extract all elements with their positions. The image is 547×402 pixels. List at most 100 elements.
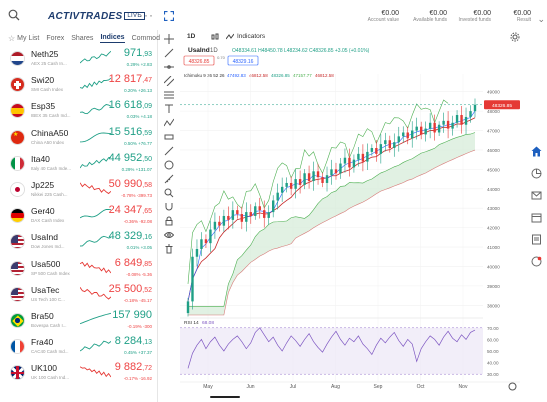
candle-body xyxy=(213,221,217,230)
candle-body xyxy=(393,142,396,149)
instrument-row-usaind[interactable]: UsaInd Dow Jones Ind... 48 329,16 0.01% +3.… xyxy=(0,229,158,255)
instrument-description: Bovespa Cash I... xyxy=(31,323,67,328)
candle-body xyxy=(186,301,190,314)
bid-box xyxy=(183,55,215,66)
instrument-change: 0.03% +4.18 xyxy=(126,114,152,120)
instrument-row-bra50[interactable]: Bra50 Bovespa Cash I... 157 990 -0.19% -300 xyxy=(0,308,158,334)
eye-icon[interactable] xyxy=(164,230,174,240)
chart-canvas[interactable]: UsaInd 1D O48334.61 H48450.78 L48234.62 C4… xyxy=(180,30,520,402)
search-icon[interactable] xyxy=(8,9,20,21)
rsi-tick-label: 30.00 xyxy=(487,372,499,377)
candle-body xyxy=(402,132,405,137)
indicators-icon[interactable] xyxy=(226,33,234,41)
reset-zoom-icon[interactable] xyxy=(508,382,517,391)
candle-body xyxy=(352,159,356,168)
chart-symbol: UsaInd xyxy=(188,47,210,54)
lock-icon[interactable] xyxy=(164,216,174,226)
instrument-price: 24 347,65 xyxy=(108,204,152,217)
tab-commodities[interactable]: Commod xyxy=(131,34,160,42)
drawing-toolbar xyxy=(160,30,178,402)
candle-body xyxy=(451,122,454,129)
instrument-price: 8 284,13 xyxy=(114,335,152,348)
horizontal-line-icon[interactable] xyxy=(164,62,174,72)
instrument-description: DAX Cash Index xyxy=(31,218,65,224)
channel-icon[interactable] xyxy=(164,76,174,86)
candle-body xyxy=(415,126,418,131)
y-tick-label: 49000 xyxy=(487,90,500,95)
text-tool-icon[interactable] xyxy=(164,104,174,114)
chevron-down-icon[interactable]: ⌄ xyxy=(537,14,545,24)
instrument-row-chinaa50[interactable]: ★ ChinaA50 China A50 Index 15 516,59 0.50% +… xyxy=(0,125,158,151)
rsi-line xyxy=(187,327,476,369)
instrument-row-usatec[interactable]: UsaTec US Tech 100 C... 25 500,52 -0.18% -4… xyxy=(0,282,158,308)
ruler-icon[interactable] xyxy=(164,174,174,184)
candle-body xyxy=(312,171,315,182)
candle-body xyxy=(218,221,221,226)
pattern-icon[interactable] xyxy=(164,118,174,128)
trash-icon[interactable] xyxy=(164,244,174,254)
price-chart[interactable]: 1D Indicators UsaInd 1D O48334.61 H48450.7… xyxy=(180,30,520,402)
senkou-span-a xyxy=(188,132,476,307)
candle-body xyxy=(384,140,387,145)
candle-body xyxy=(191,256,194,302)
tab-indices[interactable]: Indices xyxy=(100,33,125,43)
instrument-name: ChinaA50 xyxy=(31,127,69,138)
instrument-price: 48 329,16 xyxy=(108,230,152,243)
candle-body xyxy=(366,151,369,162)
zoom-in-icon[interactable] xyxy=(164,188,174,198)
instrument-change: 0.29% +2.83 xyxy=(126,62,152,67)
measure-icon[interactable] xyxy=(164,132,174,142)
instrument-name: Usa500 xyxy=(31,258,61,269)
news-icon[interactable] xyxy=(531,234,542,245)
candle-body xyxy=(446,120,450,129)
sparkline xyxy=(80,340,111,352)
fibonacci-icon[interactable] xyxy=(164,90,174,100)
home-icon[interactable] xyxy=(531,146,542,157)
candle-body xyxy=(339,163,342,174)
indicators-button[interactable]: Indicators xyxy=(237,33,266,40)
tab-shares[interactable]: Shares xyxy=(71,34,94,42)
trend-line-icon[interactable] xyxy=(164,48,174,58)
more-options-icon[interactable]: ··· xyxy=(139,8,154,22)
instrument-row-ger40[interactable]: Ger40 DAX Cash Index 24 347,65 -0.36% -92.0… xyxy=(0,203,158,229)
chart-header: 1D Indicators xyxy=(180,30,520,44)
settings-icon[interactable] xyxy=(510,32,520,42)
tab-forex[interactable]: Forex xyxy=(46,34,65,42)
portfolio-icon[interactable] xyxy=(531,168,542,179)
instrument-row-neth25[interactable]: Neth25 AEX 25 Cash In... 971,93 0.29% +2.83 xyxy=(0,46,158,72)
instrument-change: 0.01% +3.05 xyxy=(126,245,152,251)
right-rail xyxy=(527,30,547,402)
tab-my-list[interactable]: My List xyxy=(17,34,40,42)
sparkline xyxy=(80,132,111,142)
instrument-row-esp35[interactable]: Esp35 IBEX 35 Cash Ind... 16 618,09 0.03% +… xyxy=(0,98,158,124)
instrument-row-swi20[interactable]: Swi20 SMI Cash Index 12 817,47 0.20% +26.13 xyxy=(0,72,158,98)
home-indicator xyxy=(210,396,240,398)
instrument-row-usa500[interactable]: Usa500 SP 500 Cash Index 6 849,85 -0.08% -5… xyxy=(0,256,158,282)
messages-icon[interactable] xyxy=(531,190,542,201)
top-bar: ACTIVTRADES LIVE ··· €0.00 Account value €… xyxy=(0,0,547,30)
candle-body xyxy=(419,126,423,135)
candle-body xyxy=(411,130,414,139)
brush-icon[interactable] xyxy=(164,146,174,156)
y-tick-label: 40000 xyxy=(487,264,500,269)
candle-body xyxy=(298,179,302,185)
chart-type-icon[interactable] xyxy=(211,33,219,41)
crosshair-icon[interactable] xyxy=(164,34,174,44)
fullscreen-icon[interactable] xyxy=(164,11,174,21)
candle-body xyxy=(406,132,409,139)
alerts-icon[interactable] xyxy=(531,256,542,267)
instrument-change: -0.18% -45.17 xyxy=(123,297,152,303)
sparkline xyxy=(80,312,111,325)
available-funds: €0.00 Available funds xyxy=(413,10,447,23)
instrument-row-fra40[interactable]: Fra40 CAC40 Cash Ind... 8 284,13 0.45% +37.… xyxy=(0,334,158,360)
emoji-icon[interactable] xyxy=(164,160,174,170)
timeframe-selector[interactable]: 1D xyxy=(187,33,196,40)
instrument-row-ita40[interactable]: Ita40 Italy 40 Cash Inde... 44 952,50 0.29%… xyxy=(0,151,158,177)
rsi-tick-label: 50.00 xyxy=(487,349,499,354)
calendar-icon[interactable] xyxy=(531,212,542,223)
ichimoku-value: 48326.85 xyxy=(271,73,290,78)
instrument-row-jp225[interactable]: Jp225 Nikkei 225 Cash... 50 990,58 -0.78% -… xyxy=(0,177,158,203)
instrument-row-uk100[interactable]: UK100 UK 100 Cash Ind... 9 882,72 -0.17% -1… xyxy=(0,360,158,386)
flag-us-icon xyxy=(10,234,25,250)
magnet-icon[interactable] xyxy=(164,202,174,212)
